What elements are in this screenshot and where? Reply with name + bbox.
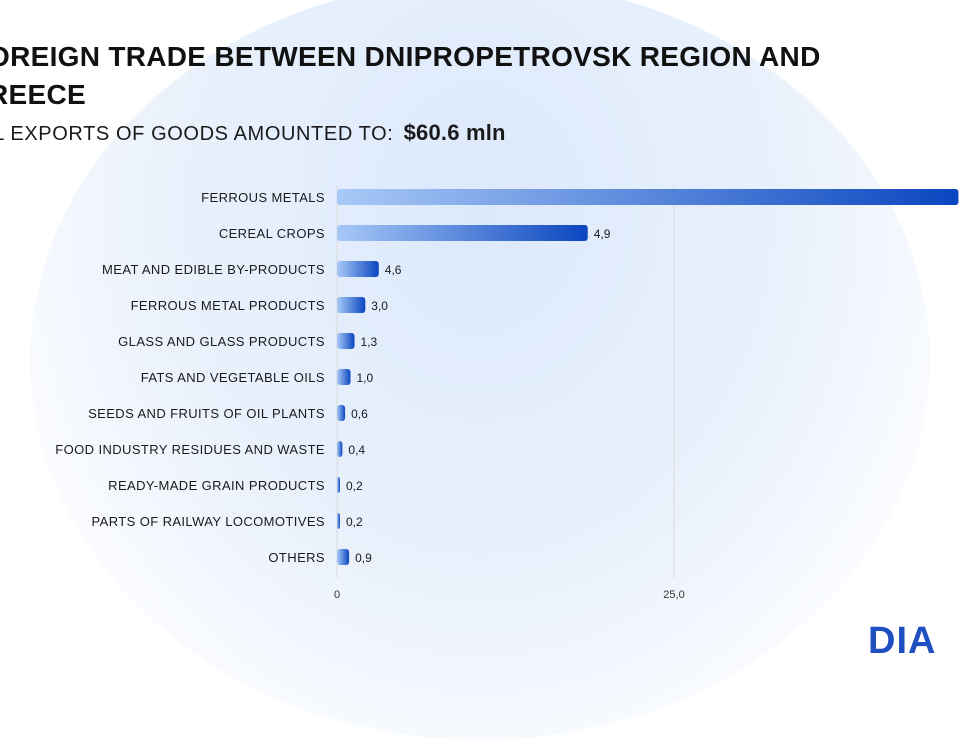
chart-subtitle: TAL EXPORTS OF GOODS AMOUNTED TO: $60.6 … bbox=[0, 120, 506, 146]
category-label: FERROUS METALS bbox=[201, 190, 325, 205]
value-label: 0,6 bbox=[351, 407, 368, 421]
x-tick-label: 0 bbox=[334, 589, 340, 601]
bar bbox=[337, 297, 366, 313]
background-circle bbox=[30, 0, 930, 740]
value-label: 0,2 bbox=[346, 479, 363, 493]
bar bbox=[337, 549, 350, 565]
dia-logo: DIA bbox=[868, 620, 936, 662]
value-label: 4,9 bbox=[594, 227, 611, 241]
value-label: 1,3 bbox=[361, 335, 378, 349]
value-label: 0,9 bbox=[355, 551, 372, 565]
category-label: FERROUS METAL PRODUCTS bbox=[131, 298, 325, 313]
title-line-2: REECE bbox=[0, 79, 86, 110]
bar bbox=[337, 405, 346, 421]
category-label: PARTS OF RAILWAY LOCOMOTIVES bbox=[92, 514, 325, 529]
bar bbox=[337, 369, 351, 385]
bar bbox=[337, 513, 340, 529]
category-label: SEEDS AND FRUITS OF OIL PLANTS bbox=[88, 406, 325, 421]
value-label: 4,6 bbox=[385, 263, 402, 277]
bar bbox=[337, 477, 340, 493]
category-label: FATS AND VEGETABLE OILS bbox=[141, 370, 325, 385]
category-label: OTHERS bbox=[268, 550, 325, 565]
value-label: 0,4 bbox=[348, 443, 365, 457]
category-label: READY-MADE GRAIN PRODUCTS bbox=[108, 478, 325, 493]
bar bbox=[337, 225, 588, 241]
bar bbox=[337, 261, 379, 277]
x-tick-label: 25,0 bbox=[663, 589, 684, 601]
category-label: FOOD INDUSTRY RESIDUES AND WASTE bbox=[55, 442, 325, 457]
logo-text: DIA bbox=[868, 620, 937, 662]
bar bbox=[337, 441, 343, 457]
value-label: 1,0 bbox=[356, 371, 373, 385]
category-label: MEAT AND EDIBLE BY-PRODUCTS bbox=[102, 262, 325, 277]
category-label: CEREAL CROPS bbox=[219, 226, 325, 241]
title-line-1: OREIGN TRADE BETWEEN DNIPROPETROVSK REGI… bbox=[0, 41, 821, 72]
subtitle-label: TAL EXPORTS OF GOODS AMOUNTED TO: bbox=[0, 123, 394, 145]
labels: 0 25,0 FERROUS METALS CEREAL CROPS 4,9 MEAT A… bbox=[55, 190, 684, 601]
bars bbox=[337, 189, 959, 565]
bar-chart: 0 25,0 FERROUS METALS CEREAL CROPS 4,9 MEAT A… bbox=[55, 185, 959, 601]
gridlines bbox=[336, 185, 675, 578]
category-label: GLASS AND GLASS PRODUCTS bbox=[118, 334, 325, 349]
value-label: 0,2 bbox=[346, 515, 363, 529]
total-exports-value: $60.6 mln bbox=[403, 120, 506, 145]
value-label: 3,0 bbox=[371, 299, 388, 313]
chart-title: OREIGN TRADE BETWEEN DNIPROPETROVSK REGI… bbox=[0, 38, 960, 114]
bar bbox=[337, 189, 959, 205]
bar bbox=[337, 333, 355, 349]
